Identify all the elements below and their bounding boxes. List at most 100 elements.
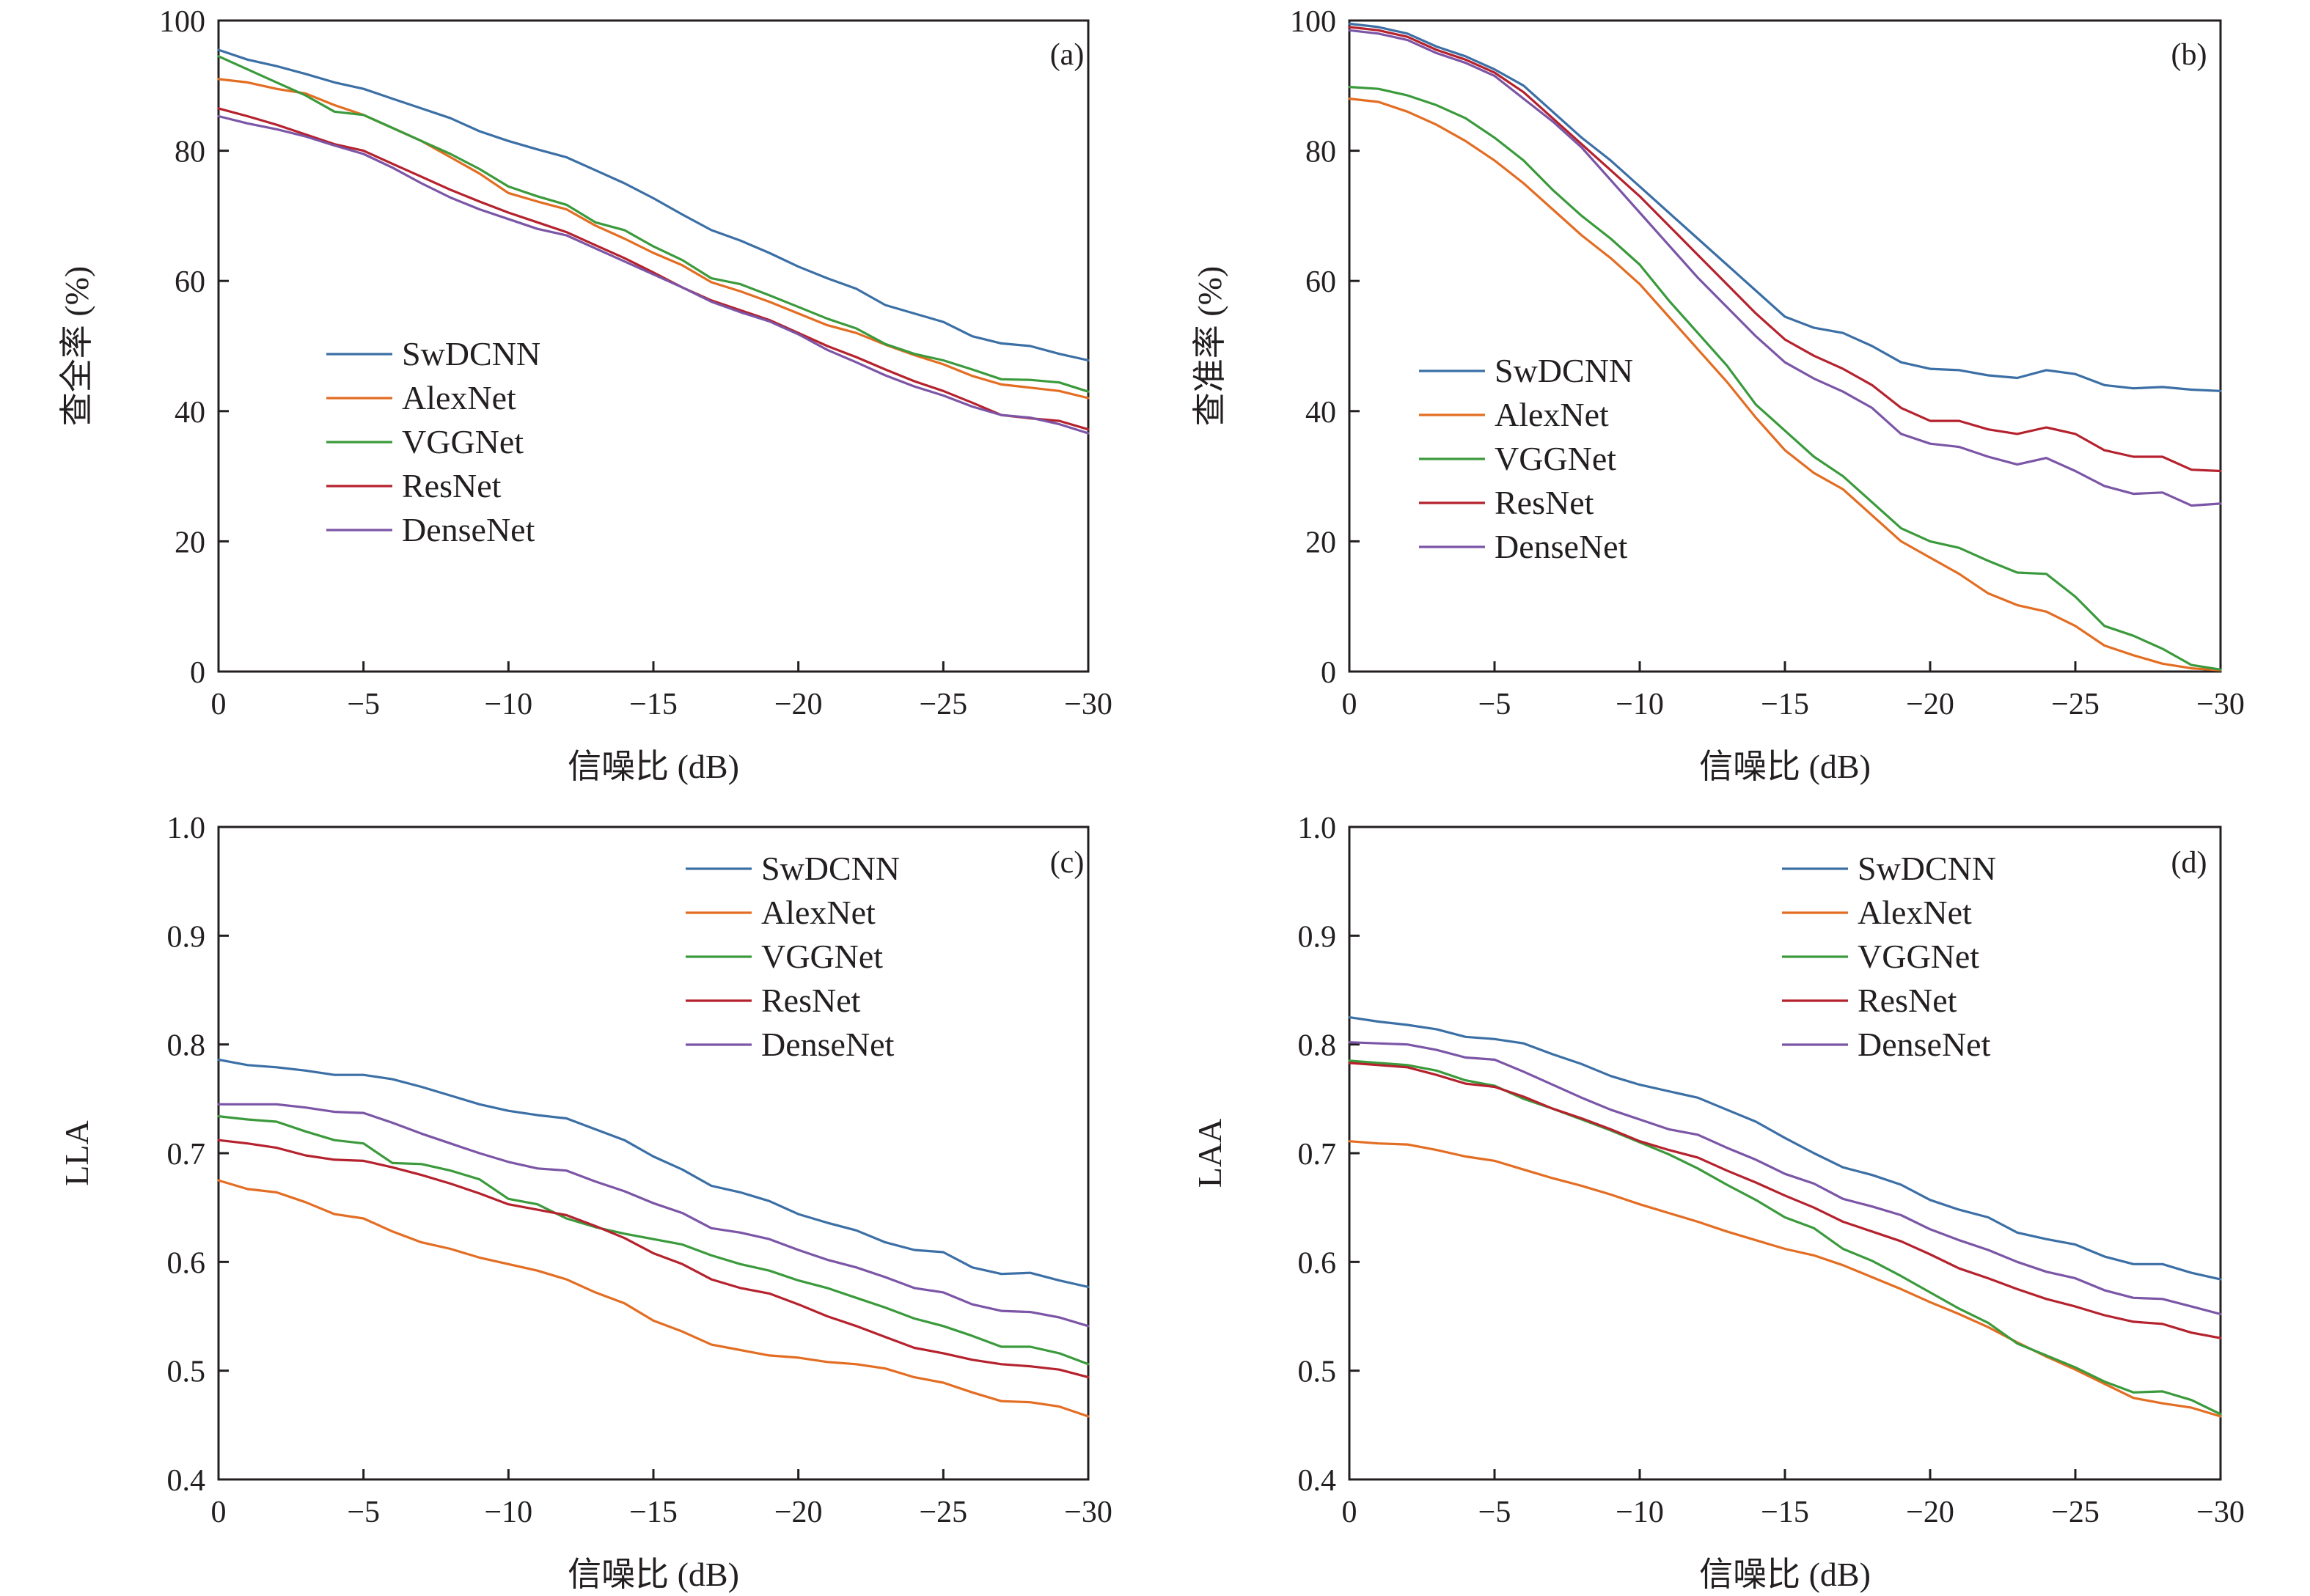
y-axis-title: LAA: [1191, 1119, 1228, 1188]
x-tick-label: −10: [1616, 688, 1664, 721]
panel-label: (b): [2171, 38, 2207, 72]
y-tick-label: 100: [1290, 5, 1336, 39]
panel-label: (d): [2171, 846, 2207, 880]
legend-label-resnet: ResNet: [1495, 484, 1594, 521]
series-line-swdcnn: [1348, 1015, 2222, 1281]
x-tick-label: 0: [1342, 1496, 1357, 1529]
y-tick-label: 100: [159, 5, 205, 39]
legend-label-densenet: DenseNet: [761, 1026, 895, 1063]
series-line-densenet: [217, 114, 1090, 435]
legend-label-swdcnn: SwDCNN: [1495, 352, 1633, 389]
legend-label-resnet: ResNet: [761, 982, 861, 1019]
x-tick-label: 0: [1342, 688, 1357, 721]
y-tick-label: 0.7: [1298, 1138, 1337, 1172]
legend-label-densenet: DenseNet: [1858, 1026, 1991, 1063]
x-axis-title: 信噪比 (dB): [1699, 1556, 1871, 1593]
x-tick-label: −30: [2196, 688, 2245, 721]
series-line-vggnet: [1348, 1059, 2222, 1416]
legend-label-densenet: DenseNet: [1495, 528, 1628, 565]
y-tick-label: 0.4: [167, 1464, 206, 1498]
y-tick-label: 60: [175, 265, 205, 299]
y-tick-label: 0.6: [1298, 1246, 1337, 1280]
x-tick-label: −30: [1064, 1496, 1112, 1529]
y-tick-label: 0.5: [1298, 1356, 1337, 1389]
x-tick-label: −25: [919, 1496, 967, 1529]
x-tick-label: −25: [919, 688, 967, 721]
legend-label-alexnet: AlexNet: [761, 894, 876, 931]
y-tick-label: 1.0: [1298, 812, 1337, 845]
y-tick-label: 40: [175, 396, 205, 430]
legend: SwDCNN AlexNet VGGNet ResNet DenseNet: [1419, 352, 1633, 565]
x-tick-label: −5: [1478, 688, 1511, 721]
x-tick-label: −15: [1761, 1496, 1809, 1529]
x-tick-label: −5: [1478, 1496, 1511, 1529]
legend-label-vggnet: VGGNet: [761, 938, 883, 975]
x-tick-label: −25: [2051, 1496, 2100, 1529]
series-line-vggnet: [1348, 85, 2222, 671]
x-tick-label: −30: [1064, 688, 1112, 721]
x-tick-label: 0: [211, 1496, 227, 1529]
plot-frame: [217, 825, 1090, 1481]
series-line-swdcnn: [217, 1058, 1090, 1289]
x-axis-title: 信噪比 (dB): [568, 1556, 739, 1593]
series-line-densenet: [1348, 1041, 2222, 1316]
legend: SwDCNN AlexNet VGGNet ResNet DenseNet: [1782, 850, 1996, 1063]
y-tick-label: 1.0: [167, 812, 206, 845]
y-tick-label: 60: [1305, 265, 1336, 299]
y-tick-label: 0.9: [1298, 920, 1337, 954]
series-line-vggnet: [217, 1114, 1090, 1366]
y-tick-label: 0: [190, 656, 205, 690]
y-tick-label: 0.9: [167, 920, 206, 954]
series-line-swdcnn: [217, 48, 1090, 362]
panel-label: (c): [1050, 846, 1085, 880]
legend-label-swdcnn: SwDCNN: [761, 850, 900, 887]
y-tick-label: 0.6: [167, 1246, 206, 1280]
y-tick-label: 0.8: [167, 1029, 206, 1063]
series-line-alexnet: [217, 78, 1090, 400]
x-tick-label: −15: [629, 688, 678, 721]
x-tick-label: −15: [1761, 688, 1809, 721]
series-line-alexnet: [1348, 98, 2222, 672]
legend-label-resnet: ResNet: [1858, 982, 1957, 1019]
chart-panel-4: 0 −5 −10 −15 −20 −25 −30 0.4 0.5 0.6 0.7 0.8 0.9 1.0 信…: [1191, 812, 2245, 1593]
y-tick-label: 0: [1321, 656, 1336, 690]
x-tick-label: −20: [774, 1496, 823, 1529]
x-tick-label: −20: [1906, 1496, 1954, 1529]
y-axis-title: 查全率 (%): [58, 266, 95, 426]
panel-label: (a): [1050, 38, 1085, 72]
x-tick-label: −30: [2196, 1496, 2245, 1529]
x-axis-title: 信噪比 (dB): [1699, 748, 1871, 785]
x-tick-label: −25: [2051, 688, 2100, 721]
y-tick-label: 20: [1305, 526, 1336, 559]
x-tick-label: −5: [347, 688, 380, 721]
series-line-resnet: [217, 107, 1090, 431]
series-line-vggnet: [217, 55, 1090, 393]
series-line-densenet: [217, 1103, 1090, 1328]
legend-label-densenet: DenseNet: [402, 511, 535, 548]
legend-label-swdcnn: SwDCNN: [1858, 850, 1996, 887]
legend-label-vggnet: VGGNet: [1495, 440, 1616, 477]
series-line-alexnet: [1348, 1140, 2222, 1418]
y-axis-title: LLA: [58, 1120, 95, 1185]
y-axis-title: 查准率 (%): [1191, 266, 1228, 426]
chart-panel-1: 0 −5 −10 −15 −20 −25 −30 0 20 40 60 80 100 信噪比 (dB) 查全…: [58, 5, 1112, 785]
legend: SwDCNN AlexNet VGGNet ResNet DenseNet: [686, 850, 900, 1063]
x-tick-label: −20: [774, 688, 823, 721]
legend-label-vggnet: VGGNet: [1858, 938, 1979, 975]
series-line-swdcnn: [1348, 22, 2222, 392]
plot-frame: [217, 19, 1090, 673]
y-tick-label: 0.7: [167, 1138, 206, 1172]
legend-label-resnet: ResNet: [402, 467, 502, 504]
y-tick-label: 20: [175, 526, 205, 559]
y-tick-label: 0.8: [1298, 1029, 1337, 1063]
x-tick-label: −20: [1906, 688, 1954, 721]
x-axis-title: 信噪比 (dB): [568, 748, 739, 785]
series-line-resnet: [1348, 1062, 2222, 1339]
series-line-densenet: [1348, 29, 2222, 507]
chart-panel-2: 0 −5 −10 −15 −20 −25 −30 0 20 40 60 80 100 信噪比 (dB) 查准…: [1191, 5, 2245, 785]
legend-label-alexnet: AlexNet: [1495, 396, 1609, 433]
legend-label-vggnet: VGGNet: [402, 423, 524, 460]
x-tick-label: −10: [1616, 1496, 1664, 1529]
legend-label-swdcnn: SwDCNN: [402, 335, 540, 372]
